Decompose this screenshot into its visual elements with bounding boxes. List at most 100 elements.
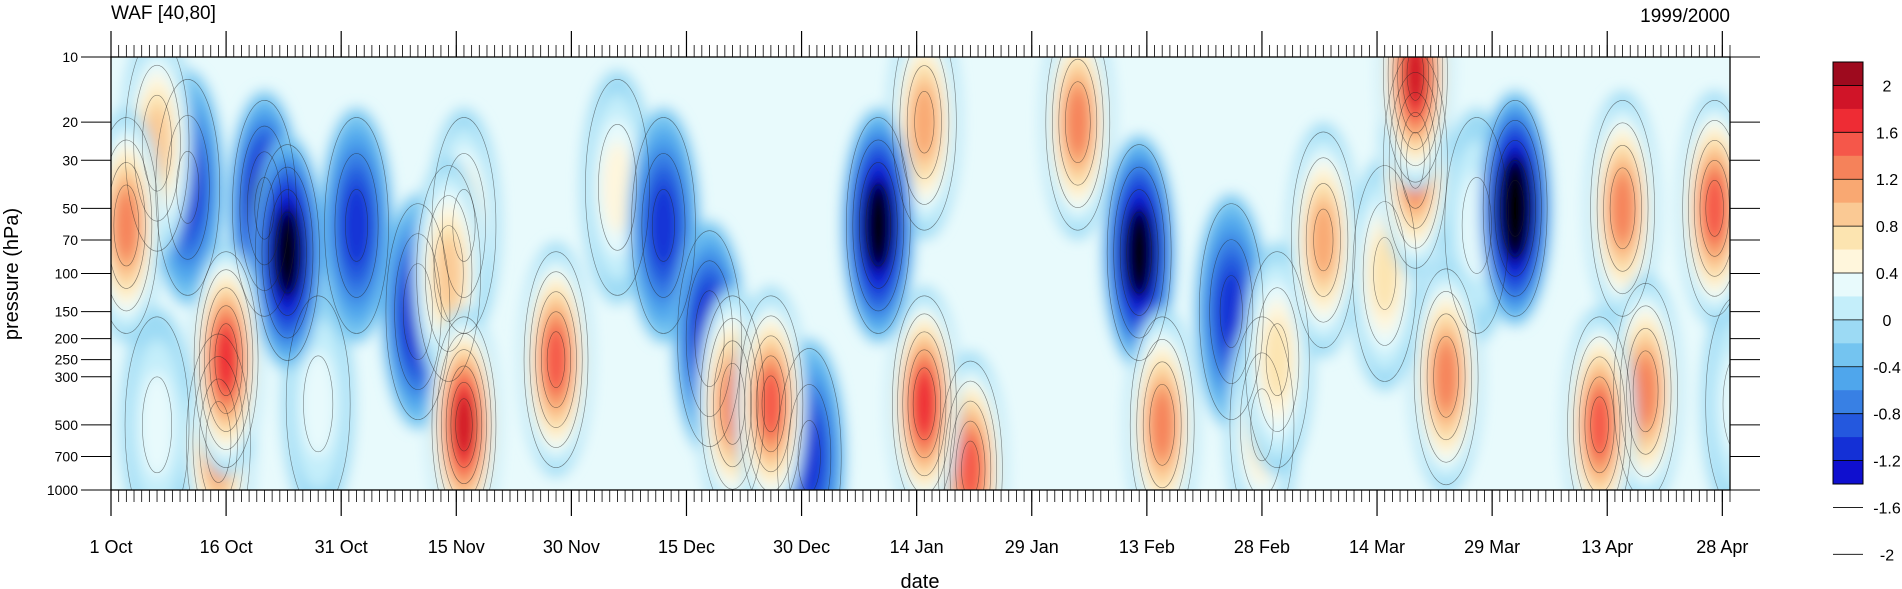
contour-line — [1420, 290, 1472, 463]
colorbar-label: 0.4 — [1876, 266, 1898, 283]
contour-line — [744, 315, 798, 490]
colorbar-swatch — [1833, 343, 1863, 368]
contour-line — [1392, 57, 1439, 150]
field-blobs — [111, 57, 1730, 490]
colorbar-label: 1.6 — [1876, 125, 1898, 142]
field-blob — [114, 191, 138, 260]
contour-line — [436, 332, 492, 490]
contour-line — [892, 295, 957, 490]
y-tick-label: 200 — [55, 331, 79, 347]
contour-line — [416, 165, 481, 382]
contour-line — [1722, 362, 1730, 446]
contour-line — [761, 375, 781, 433]
contour-line — [1482, 100, 1548, 317]
contour-line — [1406, 57, 1425, 101]
field-blob — [453, 394, 475, 456]
contour-line — [750, 335, 792, 473]
contour-line — [1500, 160, 1531, 257]
contour-line — [1149, 384, 1175, 466]
colorbar-swatch — [1833, 366, 1863, 391]
contour-line — [111, 162, 146, 289]
x-tick-label: 16 Oct — [200, 537, 253, 557]
colorbar-swatch — [1833, 390, 1863, 415]
y-tick-label: 50 — [62, 200, 78, 216]
contour-line — [214, 323, 238, 396]
contour-line — [345, 189, 369, 262]
colorbar-label: -0.8 — [1873, 407, 1901, 424]
contour-line — [1244, 251, 1310, 468]
contour-line — [1387, 57, 1443, 167]
contour-line — [1250, 388, 1274, 462]
contour-line — [1603, 145, 1642, 272]
colorbar-swatch — [1833, 296, 1863, 321]
contour-line — [852, 139, 905, 312]
contour-line — [452, 189, 476, 262]
contour-line — [1291, 131, 1356, 349]
field-blob — [1263, 318, 1291, 401]
contour-line — [1052, 57, 1104, 208]
contour-line — [797, 420, 821, 490]
contour-line — [1632, 350, 1659, 433]
contour-line — [1129, 316, 1195, 490]
contour-line — [111, 117, 159, 334]
contour-line — [1240, 352, 1284, 490]
contour-line — [651, 189, 675, 262]
contour-line — [255, 144, 320, 361]
contour-line — [1229, 316, 1295, 490]
contour-line — [1106, 144, 1172, 361]
contour-line — [1413, 268, 1479, 486]
contour-line — [546, 331, 566, 388]
contour-field — [111, 57, 1730, 490]
contour-line — [324, 117, 389, 334]
x-tick-label: 13 Feb — [1119, 537, 1175, 557]
contour-line — [424, 195, 473, 352]
y-tick-label: 30 — [62, 152, 78, 168]
x-tick-label: 15 Dec — [658, 537, 715, 557]
contour-line — [585, 79, 650, 296]
field-blob — [866, 191, 890, 260]
contour-line — [1388, 71, 1442, 249]
contour-line — [1402, 57, 1429, 117]
contour-line — [1705, 180, 1724, 237]
field-blob — [435, 235, 462, 312]
field-blob — [1066, 88, 1090, 157]
contour-line — [906, 65, 942, 180]
contour-line — [1298, 157, 1349, 323]
contour-line — [685, 260, 734, 417]
x-tick-label: 30 Dec — [773, 537, 830, 557]
field-blob — [1634, 357, 1658, 426]
contour-line — [706, 318, 759, 490]
contour-line — [334, 153, 379, 298]
contour-line — [193, 251, 259, 468]
contour-line — [455, 398, 473, 452]
contour-line — [198, 269, 254, 450]
field-blob — [139, 371, 175, 479]
field-blob — [1588, 392, 1611, 458]
contour-line — [111, 139, 153, 312]
contour-line — [441, 349, 487, 490]
y-tick-label: 150 — [55, 304, 79, 320]
y-tick-label: 250 — [55, 352, 79, 368]
field-blob — [1404, 57, 1426, 105]
contour-line — [1255, 287, 1300, 432]
contour-line — [209, 305, 243, 414]
contour-line — [700, 295, 765, 490]
contour-line — [1064, 81, 1091, 163]
contour-line — [402, 263, 433, 360]
contour-line — [1590, 396, 1609, 454]
colorbar-swatch — [1833, 202, 1863, 227]
contour-line — [1426, 313, 1466, 441]
contour-line — [1113, 166, 1165, 339]
minor-ticks — [110, 45, 1731, 502]
contour-line — [787, 384, 832, 490]
contour-line — [1573, 336, 1627, 490]
x-tick-label: 14 Mar — [1349, 537, 1405, 557]
x-tick-label: 29 Mar — [1464, 537, 1520, 557]
contour-line — [912, 367, 936, 441]
y-axis-label: pressure (hPa) — [1, 208, 23, 340]
contour-line — [1619, 305, 1672, 478]
field-blob — [759, 371, 782, 437]
contour-line — [445, 365, 483, 485]
contour-line — [1397, 57, 1434, 134]
contour-line — [943, 380, 997, 490]
